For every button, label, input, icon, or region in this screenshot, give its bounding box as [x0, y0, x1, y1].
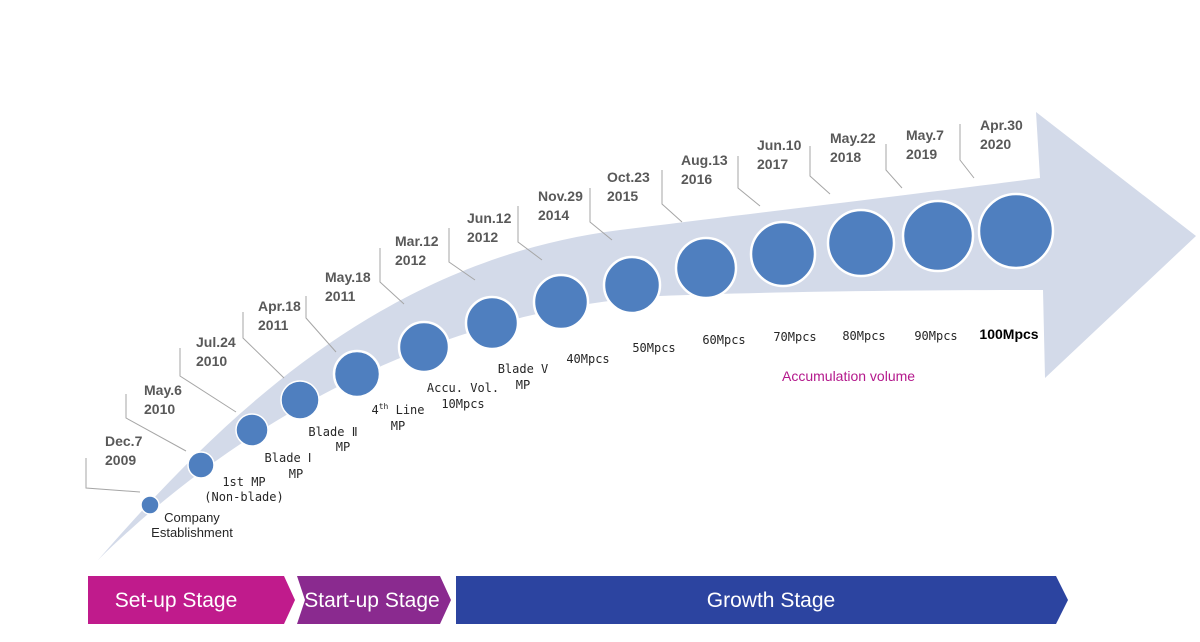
- milestone-label: 4th Line MP: [372, 402, 425, 433]
- milestone-label: Accu. Vol. 10Mpcs: [427, 381, 499, 411]
- milestone-connector: [85, 458, 141, 493]
- milestone-date: Apr.18 2011: [258, 298, 301, 333]
- milestone-date: Mar.12 2012: [395, 233, 439, 268]
- milestone-label: 70Mpcs: [773, 330, 816, 344]
- milestone-date: Aug.13 2016: [681, 152, 728, 187]
- milestone-dot: [397, 320, 451, 374]
- milestone-date: May.18 2011: [325, 269, 371, 304]
- milestone-connector: [125, 394, 187, 452]
- milestone-dot: [602, 255, 662, 315]
- milestone-date: Jun.12 2012: [467, 210, 512, 245]
- milestone-dot: [977, 192, 1055, 270]
- milestone-connector: [661, 170, 683, 223]
- setup-stage-band: Set-up Stage: [88, 576, 295, 624]
- growth-stage-label: Growth Stage: [707, 589, 835, 612]
- milestone-label: 1st MP (Non-blade): [204, 475, 283, 504]
- milestone-connector: [517, 206, 543, 261]
- milestone-connector: [589, 188, 613, 241]
- accumulation-volume-label: Accumulation volume: [782, 368, 915, 384]
- milestone-dot: [674, 236, 738, 300]
- milestone-connector: [809, 146, 831, 195]
- milestone-date: Nov.29 2014: [538, 188, 583, 223]
- growth-stage-band: Growth Stage: [456, 576, 1068, 624]
- milestone-date: May.7 2019: [906, 127, 944, 162]
- milestone-connector: [448, 228, 476, 281]
- milestone-connector: [305, 296, 337, 353]
- milestone-dot: [532, 273, 590, 331]
- milestone-date: May.22 2018: [830, 130, 876, 165]
- milestone-label: Blade V MP: [498, 362, 549, 392]
- milestone-label: Blade Ⅰ MP: [265, 451, 312, 481]
- milestone-dot: [826, 208, 896, 278]
- milestone-dot: [235, 413, 269, 447]
- milestone-dot: [280, 380, 320, 420]
- milestone-date: May.6 2010: [144, 382, 182, 417]
- startup-stage-band: Start-up Stage: [297, 576, 451, 624]
- milestone-label: 60Mpcs: [702, 333, 745, 347]
- milestone-dot: [332, 349, 382, 399]
- milestone-connector: [242, 312, 285, 379]
- milestone-label: Company Establishment: [151, 510, 233, 540]
- startup-stage-label: Start-up Stage: [304, 589, 439, 612]
- milestone-date: Oct.23 2015: [607, 169, 650, 204]
- milestone-label: 100Mpcs: [979, 326, 1038, 342]
- milestone-connector: [379, 248, 405, 305]
- milestone-dot: [187, 451, 215, 479]
- milestone-label: 50Mpcs: [632, 341, 675, 355]
- milestone-label: 90Mpcs: [914, 329, 957, 343]
- milestone-dot: [749, 220, 817, 288]
- milestone-dot: [464, 295, 520, 351]
- milestone-connector: [179, 348, 237, 413]
- milestone-dot: [901, 199, 975, 273]
- milestone-date: Jun.10 2017: [757, 137, 802, 172]
- milestone-connector: [959, 124, 975, 179]
- milestone-date: Apr.30 2020: [980, 117, 1023, 152]
- milestone-date: Dec.7 2009: [105, 433, 143, 468]
- milestone-dot: [140, 495, 160, 515]
- setup-stage-label: Set-up Stage: [115, 589, 238, 612]
- milestone-connector: [885, 144, 903, 189]
- milestone-date: Jul.24 2010: [196, 334, 236, 369]
- milestone-label: 80Mpcs: [842, 329, 885, 343]
- milestone-label: 40Mpcs: [566, 352, 609, 366]
- milestone-connector: [737, 156, 761, 207]
- milestone-label: Blade Ⅱ MP: [308, 425, 357, 454]
